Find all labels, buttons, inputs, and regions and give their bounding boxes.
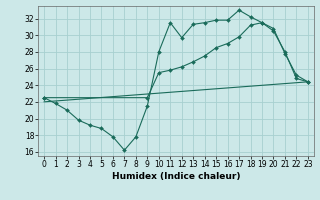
X-axis label: Humidex (Indice chaleur): Humidex (Indice chaleur) — [112, 172, 240, 181]
